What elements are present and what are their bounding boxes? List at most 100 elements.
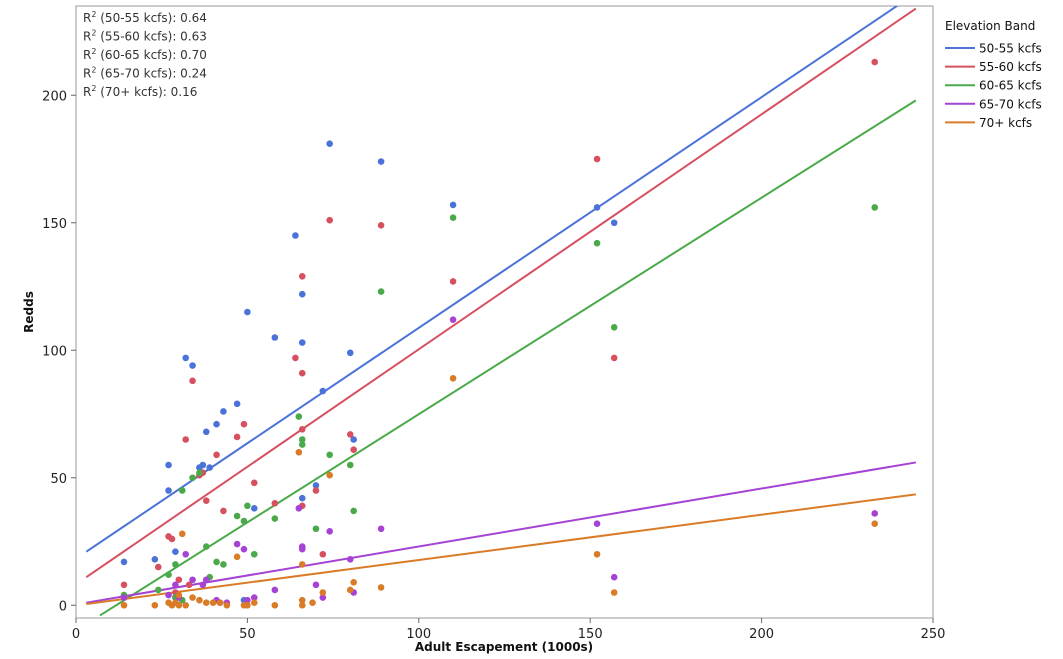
data-point-series-4 (271, 601, 279, 609)
data-point-series-1 (240, 420, 248, 428)
r2-label: R2 (70+ kcfs): 0.16 (83, 84, 197, 99)
data-point-series-0 (292, 232, 299, 239)
data-point-series-2 (220, 561, 227, 568)
legend-label: 65-70 kcfs (979, 97, 1042, 111)
data-point-series-3 (295, 505, 303, 512)
x-tick-label: 0 (72, 627, 80, 642)
x-axis-title: Adult Escapement (1000s) (415, 640, 593, 654)
data-point-series-1 (593, 155, 601, 163)
data-point-series-2 (165, 571, 172, 578)
data-point-series-2 (271, 515, 279, 522)
data-point-series-1 (250, 479, 258, 487)
data-point-series-2 (871, 204, 879, 211)
data-point-series-0 (377, 158, 385, 165)
data-point-series-4 (346, 586, 354, 594)
data-point-series-1 (350, 446, 357, 454)
x-tick-label: 50 (239, 627, 256, 642)
data-point-series-2 (172, 561, 179, 568)
x-tick-label: 150 (578, 627, 603, 642)
data-point-series-3 (346, 556, 354, 563)
data-point-series-3 (244, 596, 251, 604)
data-point-series-4 (244, 601, 251, 609)
data-point-series-2 (189, 474, 196, 482)
data-point-series-0 (593, 204, 601, 211)
data-point-series-4 (319, 589, 327, 596)
data-point-series-4 (175, 601, 183, 609)
data-point-series-2 (295, 413, 303, 420)
fit-line-series-1 (85, 7, 917, 579)
data-point-series-4 (350, 579, 357, 586)
data-point-series-3 (871, 510, 879, 517)
data-point-series-3 (298, 545, 306, 553)
data-point-series-2 (610, 324, 618, 331)
legend: Elevation Band 50-55 kcfs 55-60 kcfs 60-65… (945, 19, 1042, 130)
r2-label: R2 (60-65 kcfs): 0.70 (83, 47, 207, 62)
data-point-series-0 (346, 349, 354, 357)
data-point-series-2 (449, 214, 457, 221)
data-point-series-3 (165, 591, 172, 599)
r2-label: R2 (65-70 kcfs): 0.24 (83, 66, 207, 81)
data-point-series-4 (233, 553, 241, 561)
data-point-series-2 (213, 558, 220, 566)
data-point-series-1 (185, 581, 193, 589)
data-point-series-4 (298, 601, 306, 609)
data-point-series-0 (165, 461, 172, 469)
data-point-series-3 (182, 550, 189, 558)
data-point-series-4 (377, 584, 385, 591)
data-point-series-2 (593, 239, 601, 247)
data-point-series-3 (240, 545, 248, 553)
data-point-series-4 (178, 530, 186, 538)
data-point-series-0 (319, 387, 327, 395)
data-point-series-4 (449, 375, 457, 382)
fit-line-series-3 (86, 461, 917, 604)
data-point-series-1 (154, 563, 162, 571)
data-point-series-4 (196, 596, 203, 604)
data-point-series-3 (189, 576, 196, 584)
data-point-series-1 (220, 507, 227, 515)
data-point-series-2 (298, 436, 306, 443)
data-point-series-2 (377, 288, 385, 295)
data-point-series-1 (346, 431, 354, 438)
data-point-series-3 (312, 581, 320, 589)
data-point-series-0 (220, 408, 227, 415)
data-point-series-1 (182, 436, 189, 443)
data-point-series-2 (298, 441, 306, 448)
data-point-series-1 (871, 58, 879, 66)
y-axis-title: Redds (22, 291, 36, 333)
data-point-series-0 (233, 400, 241, 408)
data-point-series-4 (250, 599, 258, 606)
data-point-series-0 (271, 334, 279, 341)
data-point-series-1 (298, 426, 306, 433)
data-point-series-3 (449, 316, 457, 323)
r2-annotations: R2 (50-55 kcfs): 0.64 R2 (55-60 kcfs): 0.… (83, 10, 207, 99)
data-point-series-4 (309, 599, 316, 606)
data-point-series-4 (120, 601, 128, 609)
data-point-series-0 (151, 556, 159, 563)
fit-line-series-2 (99, 99, 917, 617)
y-tick-label: 100 (42, 344, 67, 359)
data-point-series-0 (165, 487, 172, 494)
data-point-series-0 (182, 354, 189, 362)
data-point-series-4 (298, 561, 306, 568)
data-point-series-1 (298, 273, 306, 280)
y-tick-label: 50 (50, 472, 67, 487)
data-point-series-0 (326, 140, 333, 147)
y-tick-label: 200 (42, 89, 67, 104)
data-point-series-2 (326, 451, 333, 459)
data-point-series-4 (175, 591, 183, 599)
data-point-series-1 (271, 499, 279, 507)
data-point-series-4 (151, 601, 159, 609)
data-point-series-3 (233, 540, 241, 548)
data-point-series-3 (377, 525, 385, 533)
data-point-series-1 (168, 535, 176, 543)
data-point-series-0 (298, 494, 306, 502)
data-point-series-0 (213, 420, 220, 428)
data-point-series-1 (610, 354, 618, 362)
data-point-series-2 (350, 507, 357, 515)
data-point-series-1 (298, 369, 306, 377)
legend-title: Elevation Band (945, 19, 1035, 33)
data-point-series-3 (172, 581, 179, 589)
data-point-series-2 (178, 487, 186, 494)
data-point-series-0 (298, 290, 306, 298)
